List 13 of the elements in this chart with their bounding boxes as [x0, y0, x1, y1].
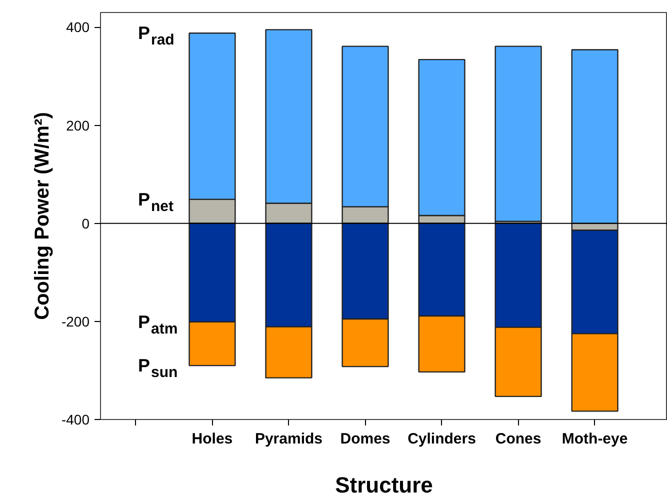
x-axis-title: Structure: [335, 472, 433, 498]
y-tick-label: 200: [66, 117, 90, 134]
x-tick-label: Moth-eye: [562, 430, 628, 448]
x-tick-label: Cylinders: [408, 430, 476, 448]
y-axis-title: Cooling Power (W/m²): [31, 112, 54, 320]
y-tick-label: -200: [61, 313, 90, 330]
x-tick-label: Holes: [192, 430, 233, 448]
y-tick-label: 400: [66, 19, 90, 36]
y-tick-label: -400: [61, 412, 90, 428]
x-tick-label: Domes: [340, 430, 390, 448]
x-tick-label: Pyramids: [254, 430, 323, 448]
y-tick-label: 0: [82, 215, 90, 232]
x-tick-label: Cones: [495, 430, 542, 448]
